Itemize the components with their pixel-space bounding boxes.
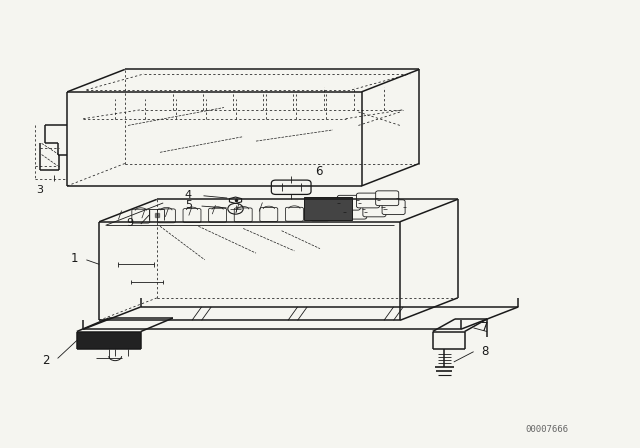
- Text: 6: 6: [315, 164, 323, 178]
- Text: 9: 9: [126, 218, 133, 228]
- FancyBboxPatch shape: [363, 202, 386, 217]
- FancyBboxPatch shape: [344, 204, 367, 219]
- FancyBboxPatch shape: [260, 207, 278, 221]
- Text: 2: 2: [42, 353, 49, 367]
- FancyBboxPatch shape: [234, 208, 252, 222]
- Text: 3: 3: [36, 185, 43, 195]
- FancyBboxPatch shape: [304, 197, 352, 220]
- FancyBboxPatch shape: [271, 180, 311, 194]
- Text: 8: 8: [481, 345, 489, 358]
- Text: 4: 4: [185, 190, 192, 200]
- FancyBboxPatch shape: [356, 193, 380, 208]
- Text: 1: 1: [70, 252, 78, 265]
- FancyBboxPatch shape: [183, 209, 201, 223]
- Text: 5: 5: [185, 200, 192, 210]
- FancyBboxPatch shape: [376, 191, 399, 206]
- FancyBboxPatch shape: [337, 195, 360, 210]
- FancyBboxPatch shape: [157, 209, 175, 223]
- FancyBboxPatch shape: [311, 207, 329, 221]
- FancyBboxPatch shape: [209, 208, 227, 222]
- Text: 7: 7: [481, 321, 489, 335]
- FancyBboxPatch shape: [382, 200, 405, 215]
- Text: 00007666: 00007666: [525, 425, 569, 434]
- FancyBboxPatch shape: [77, 332, 141, 349]
- Polygon shape: [229, 197, 242, 203]
- FancyBboxPatch shape: [132, 209, 150, 223]
- FancyBboxPatch shape: [285, 207, 303, 221]
